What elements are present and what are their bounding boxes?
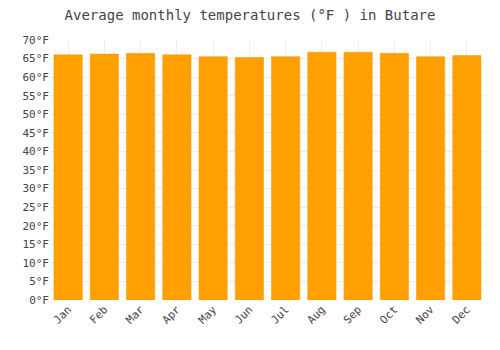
svg-text:25°F: 25°F — [23, 201, 50, 214]
svg-text:70°F: 70°F — [23, 34, 50, 47]
svg-text:Aug: Aug — [305, 303, 328, 326]
svg-text:Sep: Sep — [341, 303, 364, 326]
svg-text:Jun: Jun — [232, 303, 255, 326]
svg-text:50°F: 50°F — [23, 108, 50, 121]
svg-text:5°F: 5°F — [29, 275, 49, 288]
svg-text:Dec: Dec — [450, 303, 473, 326]
svg-text:30°F: 30°F — [23, 182, 50, 195]
svg-text:0°F: 0°F — [29, 294, 49, 307]
svg-text:Oct: Oct — [377, 303, 400, 326]
svg-text:60°F: 60°F — [23, 71, 50, 84]
svg-text:65°F: 65°F — [23, 52, 50, 65]
svg-text:35°F: 35°F — [23, 164, 50, 177]
svg-text:May: May — [196, 303, 220, 327]
svg-text:10°F: 10°F — [23, 257, 50, 270]
svg-text:Jan: Jan — [51, 303, 74, 326]
svg-text:20°F: 20°F — [23, 220, 50, 233]
svg-text:Jul: Jul — [268, 303, 291, 326]
svg-text:Nov: Nov — [413, 303, 437, 327]
svg-text:Mar: Mar — [123, 303, 147, 327]
svg-text:45°F: 45°F — [23, 127, 50, 140]
svg-text:Average monthly temperatures (: Average monthly temperatures (°F ) in Bu… — [65, 7, 436, 23]
svg-text:Apr: Apr — [160, 303, 184, 327]
svg-text:55°F: 55°F — [23, 90, 50, 103]
svg-text:Feb: Feb — [87, 303, 110, 326]
svg-text:40°F: 40°F — [23, 145, 50, 158]
svg-text:15°F: 15°F — [23, 238, 50, 251]
